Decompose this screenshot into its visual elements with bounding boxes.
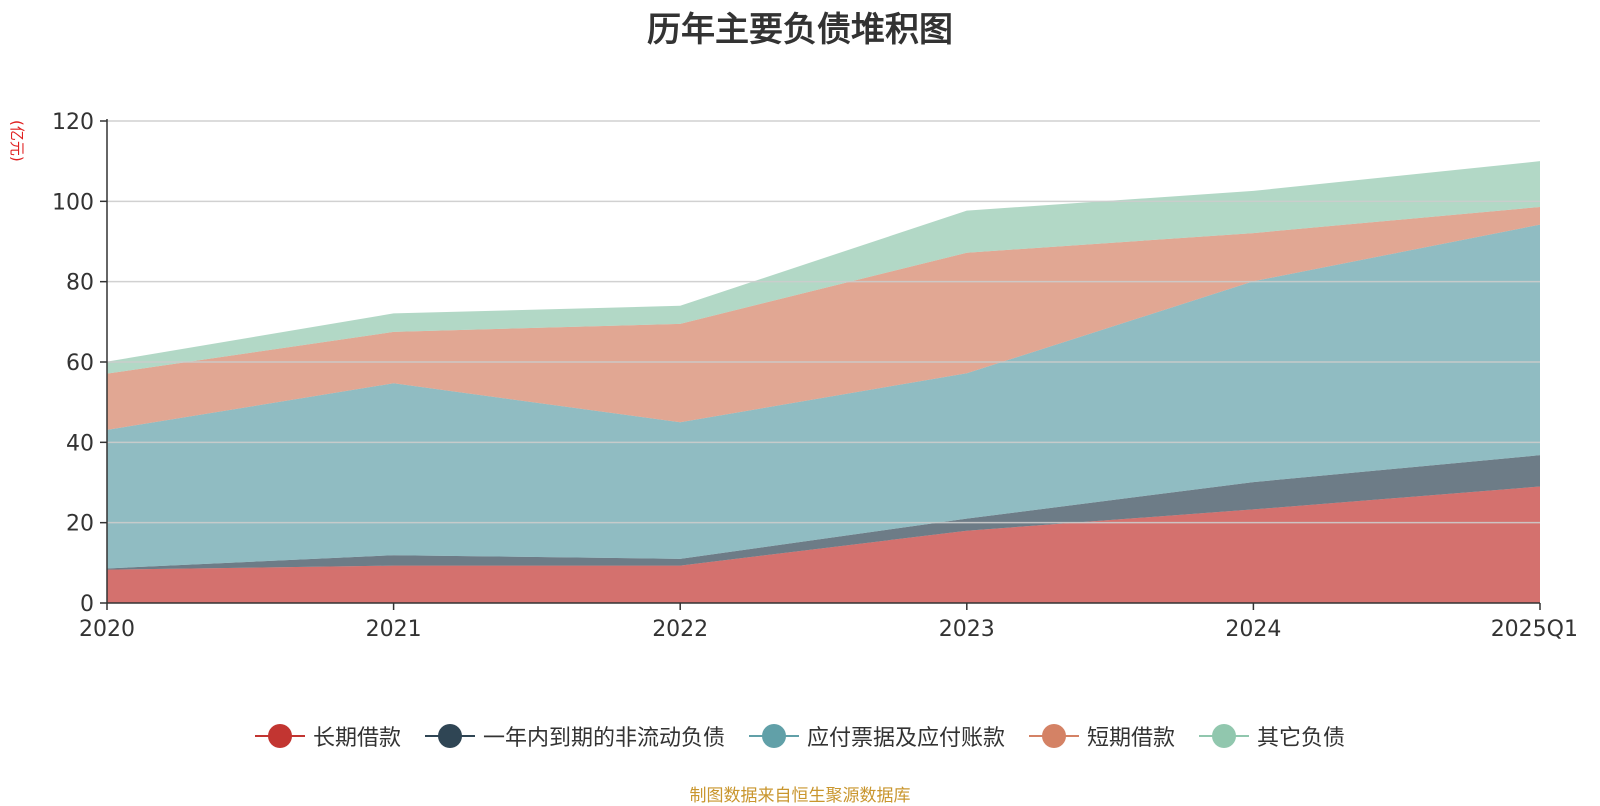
y-tick-label-6: 120 [52, 110, 94, 135]
legend-item-3[interactable]: 短期借款 [1029, 720, 1175, 752]
chart-legend: 长期借款 一年内到期的非流动负债 应付票据及应付账款 短期借款 其它负债 [0, 720, 1600, 754]
legend-marker-icon [1199, 724, 1250, 748]
y-tick-label-3: 60 [66, 351, 94, 376]
legend-item-0[interactable]: 长期借款 [254, 720, 401, 752]
legend-label: 应付票据及应付账款 [806, 726, 1005, 751]
legend-marker-icon [254, 724, 305, 748]
series-area-3 [107, 206, 1540, 430]
legend-item-4[interactable]: 其它负债 [1199, 720, 1345, 752]
x-tick-label-1: 2021 [366, 617, 422, 642]
chart-title: 历年主要负债堆积图 [647, 10, 953, 50]
y-tick-label-2: 40 [66, 431, 94, 456]
x-tick-label-0: 2020 [79, 617, 135, 642]
series-area-2 [107, 224, 1540, 569]
legend-label: 其它负债 [1257, 726, 1346, 751]
series-area-1 [107, 455, 1540, 570]
x-tick-label-2: 2022 [652, 617, 708, 642]
y-tick-label-4: 80 [66, 271, 94, 296]
legend-item-1[interactable]: 一年内到期的非流动负债 [424, 720, 725, 752]
legend-label: 一年内到期的非流动负债 [482, 726, 725, 751]
x-tick-label-4: 2024 [1225, 617, 1281, 642]
y-tick-label-1: 20 [66, 512, 94, 537]
x-tick-label-5: 2025Q1 [1491, 617, 1578, 642]
legend-marker-icon [748, 724, 799, 748]
legend-item-2[interactable]: 应付票据及应付账款 [748, 720, 1005, 752]
series-area-0 [107, 486, 1540, 603]
legend-marker-icon [1029, 724, 1079, 748]
x-tick-label-3: 2023 [939, 617, 995, 642]
y-tick-label-0: 0 [80, 592, 94, 617]
stacked-area-chart: 0 20 40 60 80 100 120 2020 2021 2022 2023 2024 2025Q… [52, 110, 1578, 642]
legend-label: 短期借款 [1087, 726, 1176, 751]
y-tick-label-5: 100 [52, 190, 94, 215]
legend-label: 长期借款 [312, 726, 401, 751]
source-note: 制图数据来自恒生聚源数据库 [689, 786, 911, 806]
legend-marker-icon [424, 724, 475, 748]
series-area-4 [107, 161, 1540, 374]
